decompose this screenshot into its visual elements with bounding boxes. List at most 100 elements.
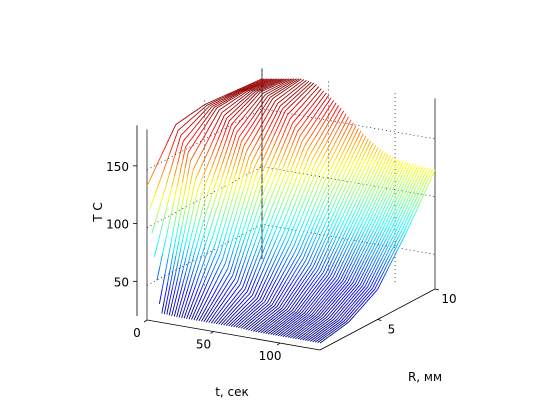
mesh-segment [388, 260, 393, 267]
mesh-segment [420, 188, 425, 195]
mesh-segment [326, 305, 331, 310]
mesh-segment [185, 261, 190, 273]
mesh-segment [297, 298, 301, 304]
mesh-segment [364, 146, 369, 154]
mesh-segment [191, 201, 196, 215]
mesh-segment [298, 277, 303, 283]
mesh-segment [230, 249, 234, 260]
mesh-segment [328, 150, 332, 157]
mesh-segment [287, 321, 291, 325]
mesh-segment [310, 82, 315, 87]
mesh-segment [188, 138, 192, 144]
mesh-segment [377, 283, 381, 290]
mesh-segment [196, 234, 201, 246]
mesh-segment [391, 208, 396, 216]
mesh-segment [229, 112, 233, 116]
mesh-segment [346, 290, 350, 295]
mesh-segment [266, 306, 270, 310]
mesh-segment [266, 254, 271, 262]
mesh-segment [297, 127, 301, 132]
mesh-segment [295, 171, 300, 180]
mesh-segment [272, 332, 277, 336]
mesh-segment [258, 185, 262, 196]
mesh-segment [348, 314, 353, 319]
mesh-segment [321, 232, 326, 240]
mesh-segment [160, 169, 165, 178]
mesh-segment [288, 100, 292, 104]
mesh-segment [344, 239, 349, 247]
mesh-segment [334, 170, 339, 177]
mesh-segment [257, 200, 262, 210]
mesh-segment [287, 181, 291, 190]
mesh-segment [231, 190, 236, 201]
mesh-segment [269, 98, 274, 104]
mesh-segment [295, 287, 300, 293]
mesh-segment [306, 235, 310, 243]
mesh-segment [381, 167, 386, 175]
mesh-segment [374, 163, 378, 170]
mesh-segment [237, 92, 241, 95]
mesh-segment [304, 222, 308, 230]
t-tick-mark [143, 319, 148, 323]
mesh-segment [339, 273, 344, 281]
mesh-segment [269, 298, 273, 305]
mesh-segment [302, 321, 306, 325]
mesh-segment [179, 182, 183, 198]
mesh-segment [347, 306, 351, 311]
mesh-segment [238, 302, 242, 307]
mesh-segment [169, 270, 174, 286]
mesh-segment [337, 181, 341, 189]
mesh-segment [266, 78, 270, 81]
mesh-segment [389, 241, 394, 249]
mesh-segment [387, 241, 392, 248]
mesh-segment [354, 277, 359, 284]
mesh-segment [159, 253, 164, 268]
mesh-segment [352, 283, 356, 288]
mesh-segment [214, 298, 219, 304]
mesh-segment [263, 88, 267, 92]
mesh-segment [243, 230, 248, 240]
mesh-segment [397, 243, 401, 250]
mesh-segment [219, 258, 224, 266]
mesh-segment [334, 327, 338, 331]
mesh-segment [285, 239, 289, 246]
mesh-segment [384, 154, 389, 161]
mesh-segment [285, 102, 289, 107]
mesh-segment [308, 237, 313, 245]
mesh-segment [347, 233, 352, 240]
mesh-segment [290, 316, 294, 320]
mesh-segment [392, 194, 397, 202]
mesh-segment [221, 95, 225, 98]
mesh-segment [324, 284, 328, 289]
mesh-segment [247, 89, 252, 92]
mesh-segment [393, 180, 398, 188]
mesh-segment [288, 134, 293, 142]
mesh-segment [334, 112, 339, 119]
mesh-segment [255, 121, 259, 128]
mesh-segment [283, 125, 288, 133]
mesh-segment [404, 162, 409, 170]
mesh-segment [271, 323, 275, 327]
mesh-segment [304, 338, 309, 341]
mesh-segment [252, 279, 257, 287]
mesh-segment [350, 299, 354, 304]
mesh-segment [291, 265, 296, 271]
mesh-segment [256, 240, 261, 249]
mesh-segment [378, 181, 382, 189]
mesh-segment [257, 317, 261, 321]
mesh-segment [370, 236, 374, 243]
mesh-segment [311, 240, 315, 248]
mesh-segment [267, 313, 272, 318]
mesh-segment [174, 145, 179, 156]
y-axis-label: R, мм [408, 370, 442, 384]
mesh-segment [308, 314, 312, 318]
mesh-segment [305, 115, 310, 121]
mesh-segment [242, 309, 247, 313]
mesh-segment [232, 109, 236, 114]
mesh-segment [301, 102, 305, 107]
mesh-segment [220, 100, 224, 103]
mesh-segment [195, 158, 200, 165]
mesh-segment [310, 317, 314, 321]
mesh-segment [181, 286, 186, 297]
